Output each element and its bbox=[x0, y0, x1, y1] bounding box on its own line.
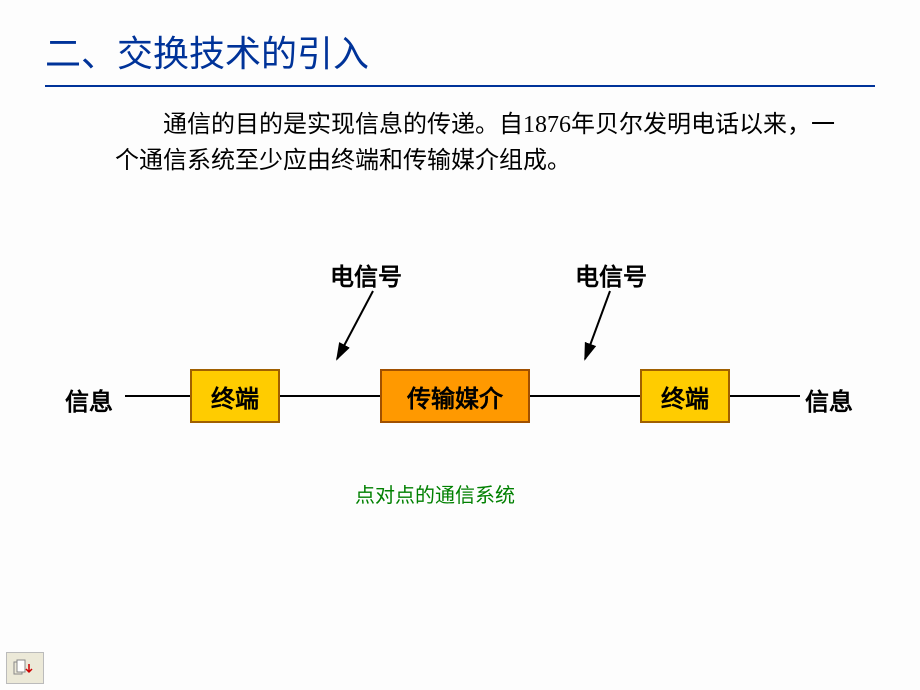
diagram-caption: 点对点的通信系统 bbox=[355, 479, 515, 508]
signal-label-left: 电信号 bbox=[330, 257, 402, 292]
connector-line-2 bbox=[280, 395, 380, 397]
connector-line-1 bbox=[125, 395, 190, 397]
corner-icon bbox=[12, 658, 38, 678]
diagram: 电信号 电信号 信息 终端 传输媒介 终端 信息 点对点的通信系统 bbox=[45, 239, 875, 499]
body-paragraph: 通信的目的是实现信息的传递。自1876年贝尔发明电话以来，一个通信系统至少应由终… bbox=[45, 107, 875, 179]
slide: 二、交换技术的引入 通信的目的是实现信息的传递。自1876年贝尔发明电话以来，一… bbox=[0, 0, 920, 690]
medium-box: 传输媒介 bbox=[380, 369, 530, 423]
connector-line-3 bbox=[530, 395, 640, 397]
signal-label-right: 电信号 bbox=[575, 257, 647, 292]
corner-widget[interactable] bbox=[6, 652, 44, 684]
terminal-box-right: 终端 bbox=[640, 369, 730, 423]
info-label-right: 信息 bbox=[805, 382, 853, 417]
info-label-left: 信息 bbox=[65, 382, 113, 417]
title-container: 二、交换技术的引入 bbox=[45, 25, 875, 87]
terminal-box-left: 终端 bbox=[190, 369, 280, 423]
slide-title: 二、交换技术的引入 bbox=[45, 25, 875, 77]
connector-line-4 bbox=[730, 395, 800, 397]
